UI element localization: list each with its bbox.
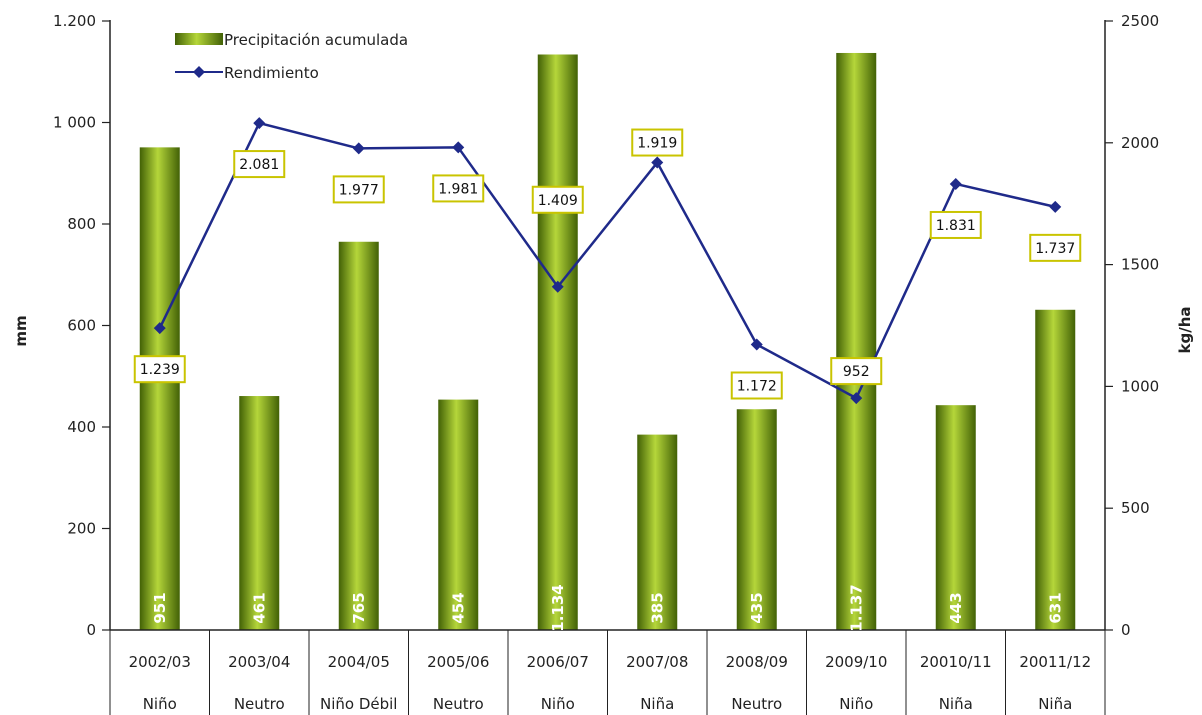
rendimiento-marker-4 (551, 280, 564, 293)
y-tick-label-0: 0 (86, 621, 96, 639)
y-tick-label-4: 800 (67, 215, 96, 233)
x-phase-label-8: Niña (939, 695, 973, 713)
x-phase-label-5: Niña (640, 695, 674, 713)
bars-layer (139, 52, 1076, 631)
y2-tick-label-2: 1000 (1121, 377, 1159, 395)
x-phase-label-2: Niño Débil (320, 695, 397, 713)
x-tick-label-4: 2006/07 (527, 653, 589, 671)
x-phase-label-9: Niña (1038, 695, 1072, 713)
y2-tick-label-3: 1500 (1121, 256, 1159, 274)
x-phase-label-4: Niño (541, 695, 575, 713)
y2-axis-title: kg/ha (1176, 307, 1194, 354)
x-tick-label-3: 2005/06 (427, 653, 489, 671)
rendimiento-label-box-8 (929, 210, 982, 239)
rendimiento-label-box-3 (432, 174, 485, 203)
rendimiento-value-label-7: 952 (843, 364, 870, 380)
x-tick-label-8: 20010/11 (920, 653, 992, 671)
rendimiento-label-box-9 (1029, 233, 1082, 262)
x-phase-label-6: Neutro (731, 695, 782, 713)
bar-value-label-7: 1.137 (847, 584, 865, 631)
rendimiento-marker-1 (253, 117, 266, 130)
rendimiento-label-box-5 (631, 128, 684, 157)
bar-value-label-5: 385 (648, 592, 666, 623)
bar-8 (935, 405, 976, 630)
bar-0 (139, 147, 180, 630)
rendimiento-label-box-2 (332, 175, 385, 204)
y-tick-label-2: 400 (67, 418, 96, 436)
legend-swatch-rendimiento-marker (193, 66, 205, 78)
y-tick-label-6: 1.200 (53, 12, 96, 30)
rendimiento-label-box-0 (133, 355, 186, 384)
x-phase-label-3: Neutro (433, 695, 484, 713)
x-tick-label-2: 2004/05 (328, 653, 390, 671)
x-tick-label-9: 20011/12 (1019, 653, 1091, 671)
rendimiento-value-label-9: 1.737 (1035, 241, 1075, 257)
bar-5 (637, 434, 678, 630)
x-tick-label-0: 2002/03 (129, 653, 191, 671)
legend-swatch-precipitation (175, 33, 223, 45)
y-axis-title: mm (12, 315, 30, 346)
bar-7 (836, 52, 877, 631)
legend-label-rendimiento: Rendimiento (224, 64, 319, 82)
x-tick-label-6: 2008/09 (726, 653, 788, 671)
rendimiento-value-label-3: 1.981 (438, 181, 478, 197)
rendimiento-value-label-0: 1.239 (140, 362, 180, 378)
rendimiento-marker-8 (949, 177, 962, 190)
x-tick-label-7: 2009/10 (825, 653, 887, 671)
y-tick-label-5: 1 000 (53, 114, 96, 132)
rendimiento-label-box-1 (233, 150, 286, 179)
y2-tick-label-5: 2500 (1121, 12, 1159, 30)
rendimiento-marker-9 (1049, 200, 1062, 213)
bar-2 (338, 241, 379, 630)
bar-value-label-6: 435 (748, 592, 766, 623)
x-tick-label-5: 2007/08 (626, 653, 688, 671)
y2-tick-label-1: 500 (1121, 499, 1150, 517)
x-phase-label-0: Niño (143, 695, 177, 713)
x-tick-label-1: 2003/04 (228, 653, 290, 671)
bar-6 (736, 409, 777, 630)
bar-9 (1035, 309, 1076, 630)
rendimiento-label-box-6 (730, 371, 783, 400)
y-tick-label-3: 600 (67, 317, 96, 335)
rendimiento-value-label-1: 2.081 (239, 157, 279, 173)
bar-value-label-8: 443 (947, 592, 965, 623)
y-tick-label-1: 200 (67, 520, 96, 538)
rendimiento-label-box-7 (830, 357, 883, 386)
bar-value-label-1: 461 (250, 592, 268, 623)
rendimiento-label-box-4 (531, 185, 584, 214)
rendimiento-marker-2 (352, 142, 365, 155)
bar-3 (438, 399, 479, 630)
rendimiento-value-label-5: 1.919 (637, 136, 677, 152)
bar-value-label-4: 1.134 (549, 584, 567, 631)
rendimiento-marker-7 (850, 392, 863, 405)
bar-1 (239, 396, 280, 630)
y2-tick-label-0: 0 (1121, 621, 1131, 639)
bar-value-label-9: 631 (1046, 592, 1064, 623)
rendimiento-line (158, 121, 1056, 400)
rendimiento-marker-6 (750, 338, 763, 351)
line-layer (153, 117, 1062, 405)
bar-value-label-3: 454 (449, 592, 467, 623)
x-phase-label-7: Niño (839, 695, 873, 713)
rendimiento-marker-3 (452, 141, 465, 154)
rendimiento-value-label-2: 1.977 (339, 182, 379, 198)
y2-tick-label-4: 2000 (1121, 134, 1159, 152)
legend-label-precipitation: Precipitación acumulada (224, 31, 408, 49)
x-phase-label-1: Neutro (234, 695, 285, 713)
labels-layer: 951 461 765 454 1.134 385 435 1.137 443 631 1.239 2… (133, 128, 1082, 632)
rendimiento-marker-0 (153, 322, 166, 335)
bar-value-label-0: 951 (151, 592, 169, 623)
rendimiento-value-label-8: 1.831 (936, 218, 976, 234)
rendimiento-value-label-4: 1.409 (538, 193, 578, 209)
rendimiento-value-label-6: 1.172 (737, 379, 777, 395)
legend: Precipitación acumulada Rendimiento (175, 31, 408, 82)
rendimiento-marker-5 (651, 156, 664, 169)
bar-value-label-2: 765 (350, 592, 368, 623)
bar-4 (537, 54, 578, 631)
